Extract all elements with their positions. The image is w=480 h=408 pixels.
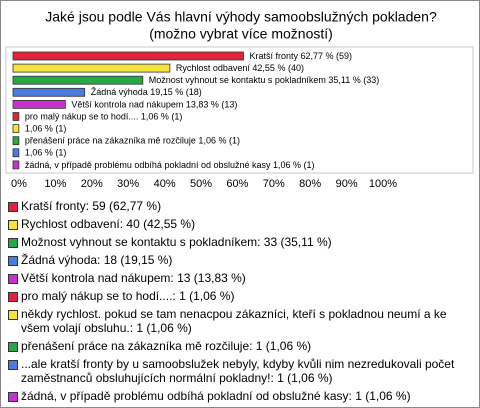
legend-swatch [8, 342, 18, 352]
x-tick-label: 90% [336, 178, 358, 190]
bar [12, 112, 20, 121]
bar [12, 124, 20, 133]
legend-item: Větší kontrola nad nákupem: 13 (13,83 %) [7, 271, 469, 285]
legend-text: žádná, v případě problému odbíhá pokladn… [21, 389, 411, 403]
bar [12, 148, 20, 158]
legend-swatch [8, 310, 18, 320]
bar [12, 136, 20, 146]
legend-swatch [8, 292, 18, 302]
bar-label: pro malý nákup se to hodí.... 1,06 % (1) [25, 111, 183, 121]
x-tick-label: 10% [44, 178, 66, 190]
chart-title: Jaké jsou podle Vás hlavní výhody samoob… [45, 9, 437, 25]
bar [12, 51, 244, 61]
legend-text: Možnost vyhnout se kontaktu s pokladníke… [21, 235, 332, 249]
x-tick-label: 50% [190, 178, 212, 190]
bar-label: 1,06 % (1) [25, 123, 67, 133]
x-tick-label: 100% [369, 178, 397, 190]
x-tick-label: 20% [81, 178, 103, 190]
legend-swatch [8, 256, 18, 266]
x-tick-label: 70% [263, 178, 285, 190]
x-tick-label: 30% [117, 178, 139, 190]
legend-text: někdy rychlost. pokud se tam nenacpou zá… [21, 307, 447, 335]
legend-swatch [8, 202, 18, 212]
legend-swatch [8, 360, 18, 370]
legend-text: ...ale kratší fronty by u samoobslužek n… [21, 357, 455, 385]
bar [12, 100, 66, 109]
legend-item: Žádná výhoda: 18 (19,15 %) [7, 253, 469, 267]
legend-text: Žádná výhoda: 18 (19,15 %) [21, 253, 173, 267]
bar-label: Větší kontrola nad nákupem 13,83 % (13) [71, 99, 237, 109]
bar-label: Rychlost odbavení 42,55 % (40) [176, 63, 304, 73]
legend-swatch [8, 392, 18, 402]
bar [12, 75, 144, 85]
legend-text: Kratší fronty: 59 (62,77 %) [21, 199, 162, 213]
bar [12, 87, 86, 97]
legend-text: Větší kontrola nad nákupem: 13 (13,83 %) [21, 271, 246, 285]
legend-item: přenášení práce na zákazníka mě rozčiluj… [7, 339, 469, 353]
legend-item: pro malý nákup se to hodí....: 1 (1,06 %… [7, 289, 469, 303]
bar-label: 1,06 % (1) [25, 148, 67, 158]
plot: Jaké jsou podle Vás hlavní výhody samoob… [5, 9, 474, 190]
legend-swatch [8, 220, 18, 230]
x-tick-label: 60% [226, 178, 248, 190]
legend-text: pro malý nákup se to hodí....: 1 (1,06 %… [21, 289, 235, 303]
legend-item: Rychlost odbavení: 40 (42,55 %) [7, 217, 469, 231]
legend-text: Rychlost odbavení: 40 (42,55 %) [21, 217, 196, 231]
bar-label: Možnost vyhnout se kontaktu s pokladníke… [149, 75, 379, 85]
legend-item: ...ale kratší fronty by u samoobslužek n… [7, 357, 469, 385]
bar-label: přenášení práce na zákazníka mě rozčiluj… [25, 136, 240, 146]
legend-item: někdy rychlost. pokud se tam nenacpou zá… [7, 307, 469, 335]
legend-text: přenášení práce na zákazníka mě rozčiluj… [21, 339, 312, 353]
bar [12, 160, 20, 170]
bar [12, 63, 171, 73]
bar-label: žádná, v případě problému odbíhá pokladn… [25, 160, 315, 170]
x-tick-label: 80% [299, 178, 321, 190]
plot-frame [5, 46, 474, 174]
x-tick-label: 0% [11, 178, 27, 190]
bar-label: Žádná výhoda 19,15 % (18) [91, 87, 202, 97]
chart-subtitle: (možno vybrat více možností) [149, 26, 333, 42]
legend-item: Možnost vyhnout se kontaktu s pokladníke… [7, 235, 469, 249]
bar-label: Kratší fronty 62,77 % (59) [249, 51, 352, 61]
legend-item: Kratší fronty: 59 (62,77 %) [7, 199, 469, 213]
legend-item: žádná, v případě problému odbíhá pokladn… [7, 389, 469, 403]
x-tick-label: 40% [154, 178, 176, 190]
legend-swatch [8, 274, 18, 284]
legend-swatch [8, 238, 18, 248]
